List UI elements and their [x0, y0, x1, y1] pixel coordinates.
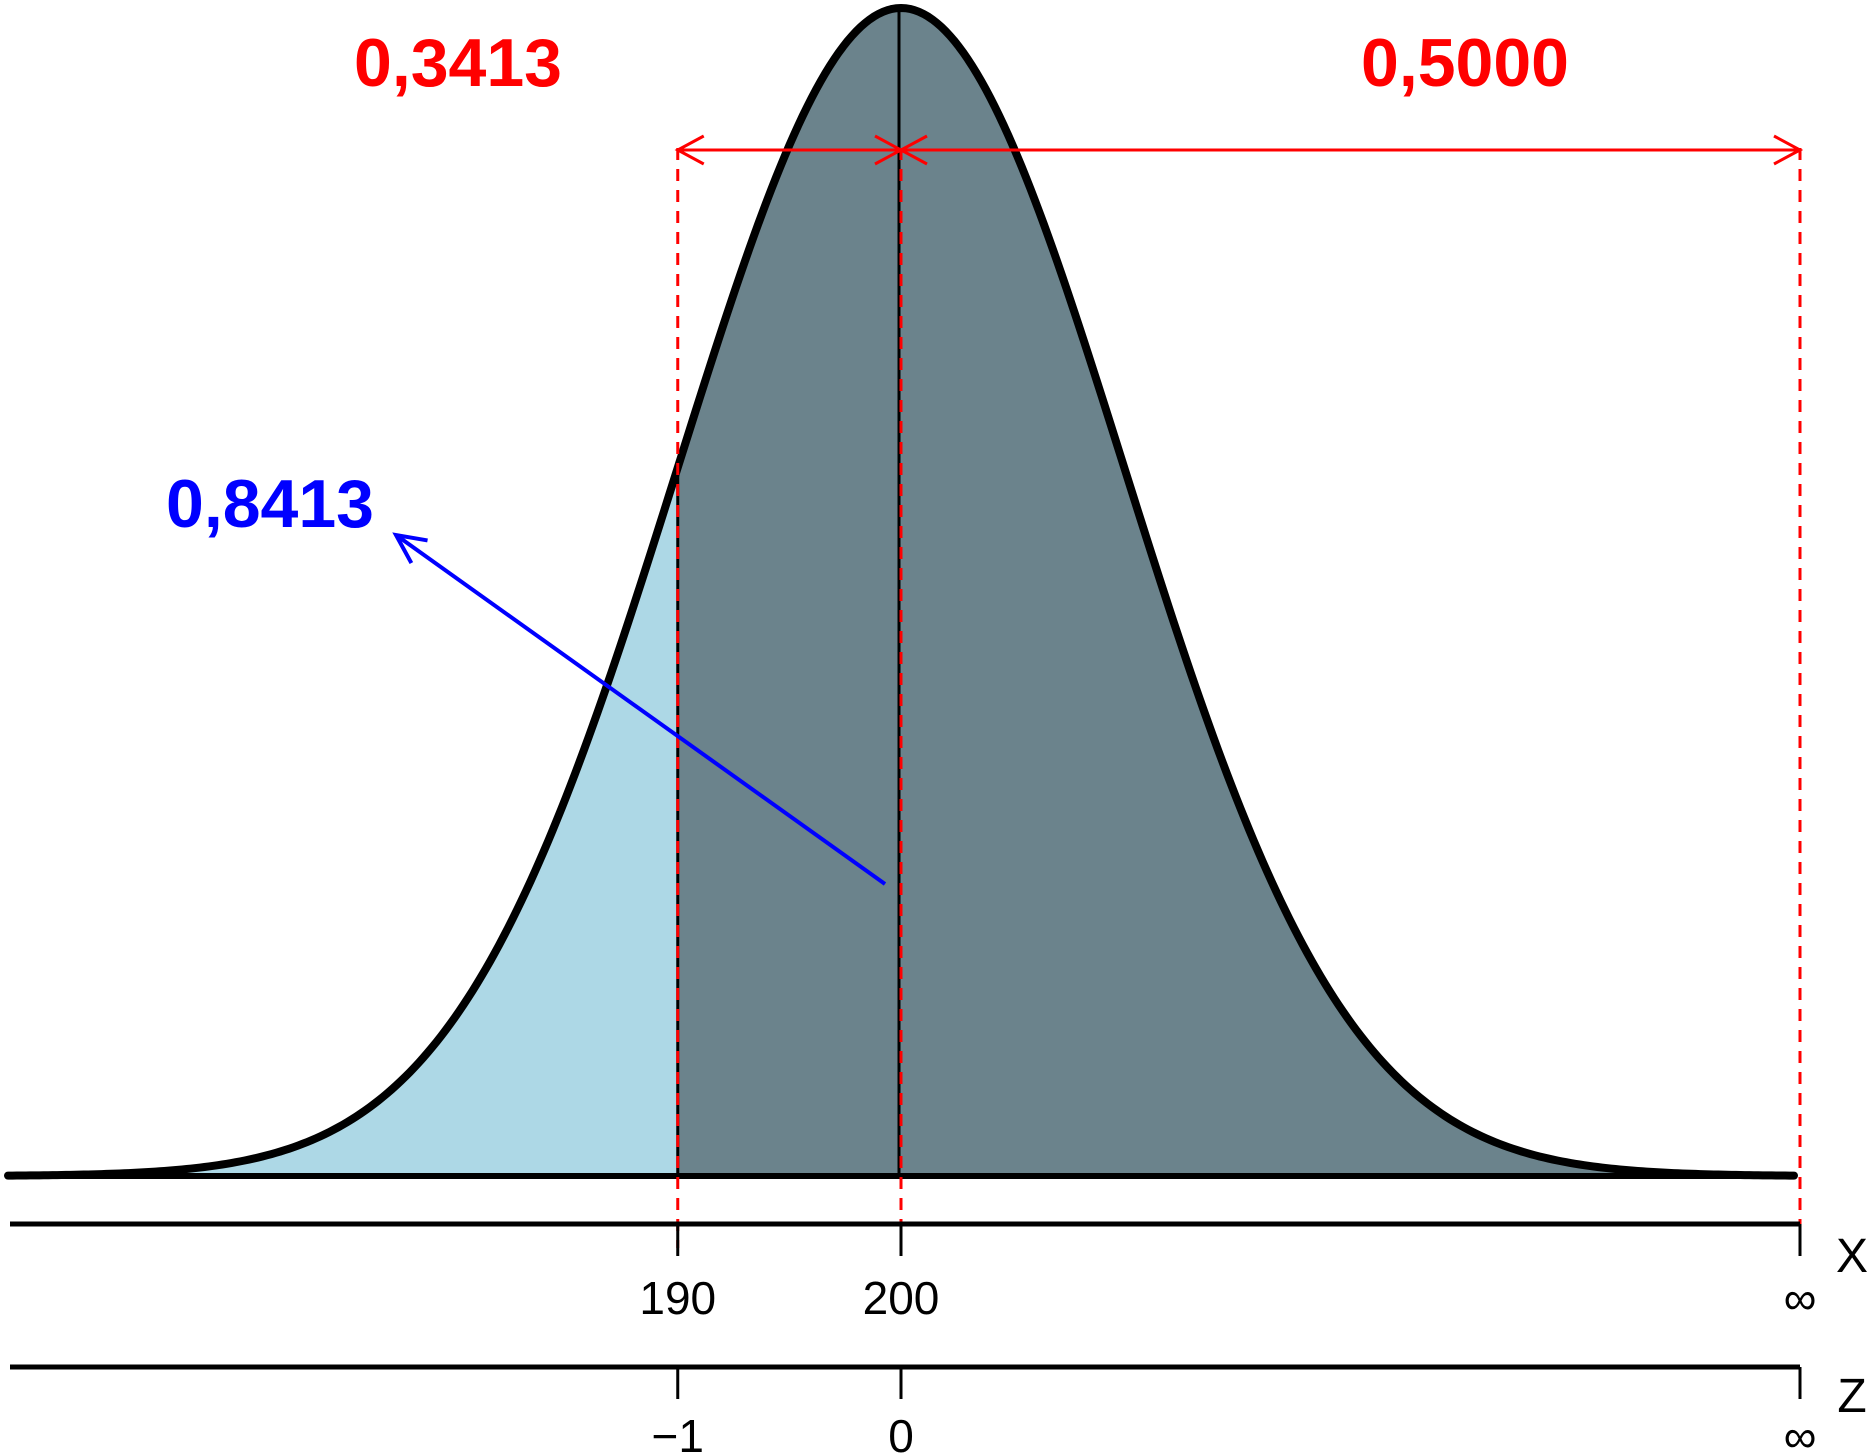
pointer-arrowhead — [392, 532, 428, 565]
left-tail-area — [8, 467, 678, 1176]
x-tick-label: ∞ — [1784, 1272, 1817, 1324]
z-tick-label: 0 — [888, 1410, 914, 1456]
z-axis-ticks: −1 0 ∞ — [652, 1367, 1817, 1456]
x-tick-label: 190 — [639, 1272, 716, 1324]
arrowhead — [897, 134, 928, 166]
density-curve — [4, 4, 1798, 1180]
shaded-area-above-190 — [677, 8, 1794, 1176]
cumulative-pointer-arrow — [394, 533, 887, 886]
arrowhead — [1773, 134, 1804, 166]
z-tick-label: −1 — [652, 1410, 704, 1456]
x-axis-ticks: 190 200 ∞ — [639, 1224, 1816, 1324]
z-axis-name: Z — [1837, 1370, 1866, 1423]
arrowhead — [674, 134, 705, 166]
z-tick-label: ∞ — [1784, 1410, 1817, 1456]
left-area-label: 0,3413 — [354, 25, 562, 101]
right-area-label: 0,5000 — [1361, 25, 1569, 101]
x-axis-name: X — [1836, 1230, 1868, 1283]
cumulative-label: 0,8413 — [166, 466, 374, 542]
x-tick-label: 200 — [863, 1272, 940, 1324]
